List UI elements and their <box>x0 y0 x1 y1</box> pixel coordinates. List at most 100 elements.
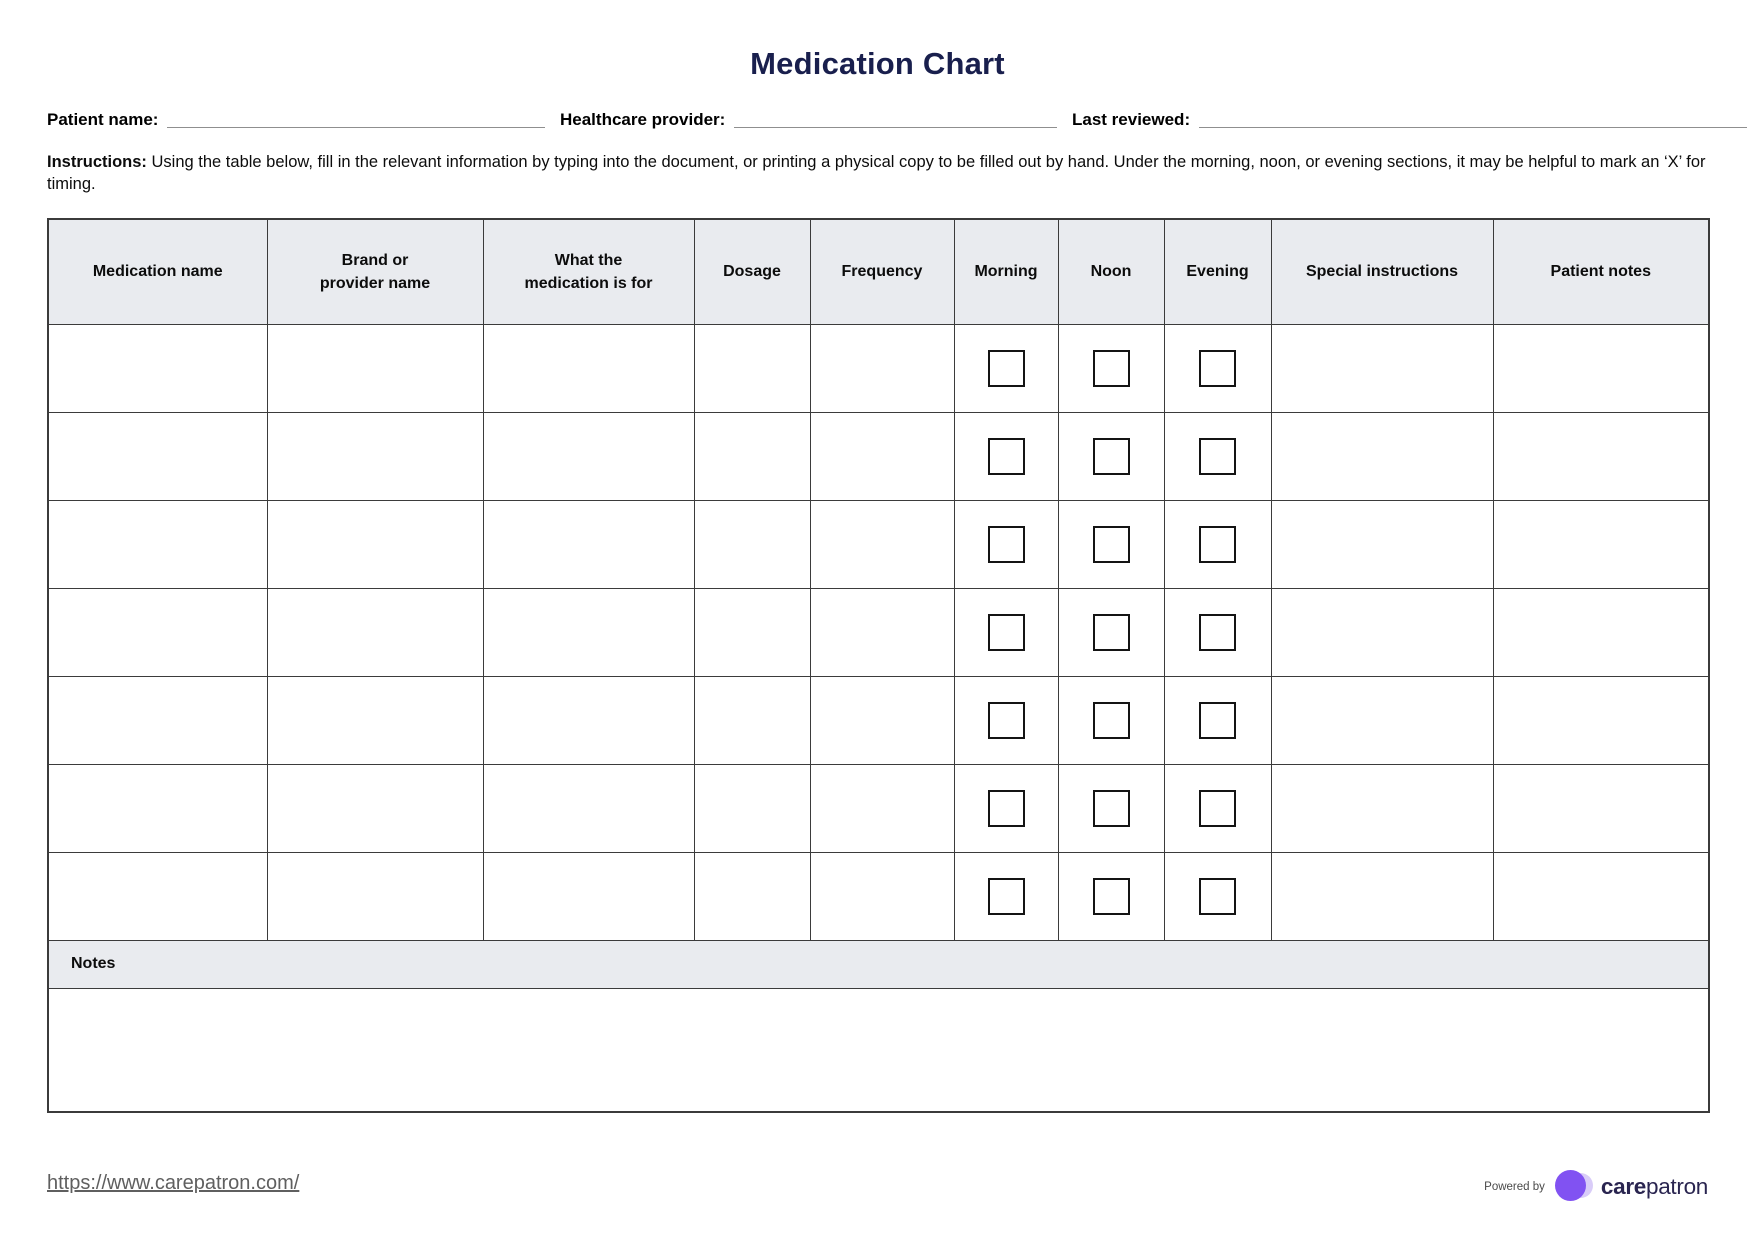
cell-patient-notes[interactable] <box>1492 411 1710 501</box>
cell-what-the-medication-is-for[interactable] <box>482 763 695 853</box>
instructions-body: Using the table below, fill in the relev… <box>47 153 1706 193</box>
cell-patient-notes[interactable] <box>1492 763 1710 853</box>
noon-checkbox[interactable] <box>1092 789 1130 827</box>
column-header-frequency: Frequency <box>809 218 955 325</box>
cell-special-instructions[interactable] <box>1270 763 1494 853</box>
cell-medication-name[interactable] <box>47 411 268 501</box>
instructions-paragraph: Instructions: Using the table below, fil… <box>47 152 1710 196</box>
cell-special-instructions[interactable] <box>1270 411 1494 501</box>
column-header-what-the-medication-is-for: What the medication is for <box>482 218 695 325</box>
evening-checkbox[interactable] <box>1199 789 1236 827</box>
morning-checkbox[interactable] <box>987 877 1025 915</box>
evening-checkbox[interactable] <box>1199 349 1236 387</box>
cell-frequency[interactable] <box>809 851 955 941</box>
notes-input-area[interactable] <box>47 987 1710 1113</box>
morning-checkbox[interactable] <box>987 701 1025 739</box>
cell-patient-notes[interactable] <box>1492 587 1710 677</box>
cell-frequency[interactable] <box>809 499 955 589</box>
cell-special-instructions[interactable] <box>1270 323 1494 413</box>
cell-special-instructions[interactable] <box>1270 499 1494 589</box>
cell-frequency[interactable] <box>809 587 955 677</box>
cell-dosage[interactable] <box>693 587 811 677</box>
cell-what-the-medication-is-for[interactable] <box>482 323 695 413</box>
noon-checkbox[interactable] <box>1092 877 1130 915</box>
cell-morning <box>953 851 1059 941</box>
evening-checkbox[interactable] <box>1199 701 1236 739</box>
column-header-evening: Evening <box>1163 218 1272 325</box>
cell-what-the-medication-is-for[interactable] <box>482 675 695 765</box>
healthcare-provider-input[interactable] <box>734 112 1057 128</box>
column-header-patient-notes: Patient notes <box>1492 218 1710 325</box>
cell-medication-name[interactable] <box>47 587 268 677</box>
cell-what-the-medication-is-for[interactable] <box>482 587 695 677</box>
cell-what-the-medication-is-for[interactable] <box>482 851 695 941</box>
cell-dosage[interactable] <box>693 323 811 413</box>
cell-dosage[interactable] <box>693 763 811 853</box>
cell-special-instructions[interactable] <box>1270 675 1494 765</box>
cell-patient-notes[interactable] <box>1492 499 1710 589</box>
patient-name-input[interactable] <box>167 112 545 128</box>
notes-header-row: Notes <box>47 939 1710 989</box>
noon-checkbox[interactable] <box>1092 613 1130 651</box>
cell-medication-name[interactable] <box>47 763 268 853</box>
cell-medication-name[interactable] <box>47 851 268 941</box>
cell-noon <box>1057 763 1165 853</box>
noon-checkbox[interactable] <box>1092 525 1130 563</box>
cell-special-instructions[interactable] <box>1270 587 1494 677</box>
cell-brand-or-provider-name[interactable] <box>266 499 484 589</box>
cell-brand-or-provider-name[interactable] <box>266 763 484 853</box>
cell-evening <box>1163 587 1272 677</box>
medication-table-wrap: Medication name Brand or provider name Wha… <box>47 218 1710 1113</box>
cell-morning <box>953 411 1059 501</box>
cell-brand-or-provider-name[interactable] <box>266 411 484 501</box>
cell-brand-or-provider-name[interactable] <box>266 675 484 765</box>
evening-checkbox[interactable] <box>1199 525 1236 563</box>
cell-brand-or-provider-name[interactable] <box>266 587 484 677</box>
cell-what-the-medication-is-for[interactable] <box>482 499 695 589</box>
cell-medication-name[interactable] <box>47 323 268 413</box>
last-reviewed-input[interactable] <box>1199 112 1747 128</box>
cell-frequency[interactable] <box>809 323 955 413</box>
morning-checkbox[interactable] <box>987 349 1025 387</box>
morning-checkbox[interactable] <box>987 525 1025 563</box>
cell-frequency[interactable] <box>809 675 955 765</box>
noon-checkbox[interactable] <box>1092 701 1130 739</box>
cell-morning <box>953 763 1059 853</box>
page-title: Medication Chart <box>750 46 1005 81</box>
morning-checkbox[interactable] <box>987 437 1025 475</box>
morning-checkbox[interactable] <box>987 789 1025 827</box>
cell-patient-notes[interactable] <box>1492 851 1710 941</box>
medication-table: Medication name Brand or provider name Wha… <box>47 218 1710 1113</box>
evening-checkbox[interactable] <box>1199 437 1236 475</box>
table-row <box>47 675 1710 765</box>
instructions-label: Instructions: <box>47 153 147 171</box>
noon-checkbox[interactable] <box>1092 349 1130 387</box>
table-row <box>47 323 1710 413</box>
cell-medication-name[interactable] <box>47 499 268 589</box>
cell-frequency[interactable] <box>809 411 955 501</box>
cell-dosage[interactable] <box>693 411 811 501</box>
carepatron-link[interactable]: https://www.carepatron.com/ <box>47 1172 300 1194</box>
cell-patient-notes[interactable] <box>1492 675 1710 765</box>
cell-evening <box>1163 323 1272 413</box>
cell-medication-name[interactable] <box>47 675 268 765</box>
cell-evening <box>1163 675 1272 765</box>
cell-what-the-medication-is-for[interactable] <box>482 411 695 501</box>
cell-noon <box>1057 323 1165 413</box>
cell-dosage[interactable] <box>693 675 811 765</box>
cell-brand-or-provider-name[interactable] <box>266 323 484 413</box>
cell-special-instructions[interactable] <box>1270 851 1494 941</box>
cell-noon <box>1057 499 1165 589</box>
healthcare-provider-label: Healthcare provider: <box>560 110 726 129</box>
cell-frequency[interactable] <box>809 763 955 853</box>
cell-brand-or-provider-name[interactable] <box>266 851 484 941</box>
cell-dosage[interactable] <box>693 499 811 589</box>
cell-noon <box>1057 587 1165 677</box>
morning-checkbox[interactable] <box>987 613 1025 651</box>
evening-checkbox[interactable] <box>1199 877 1236 915</box>
cell-dosage[interactable] <box>693 851 811 941</box>
evening-checkbox[interactable] <box>1199 613 1236 651</box>
noon-checkbox[interactable] <box>1092 437 1130 475</box>
cell-patient-notes[interactable] <box>1492 323 1710 413</box>
patient-name-label: Patient name: <box>47 110 159 129</box>
